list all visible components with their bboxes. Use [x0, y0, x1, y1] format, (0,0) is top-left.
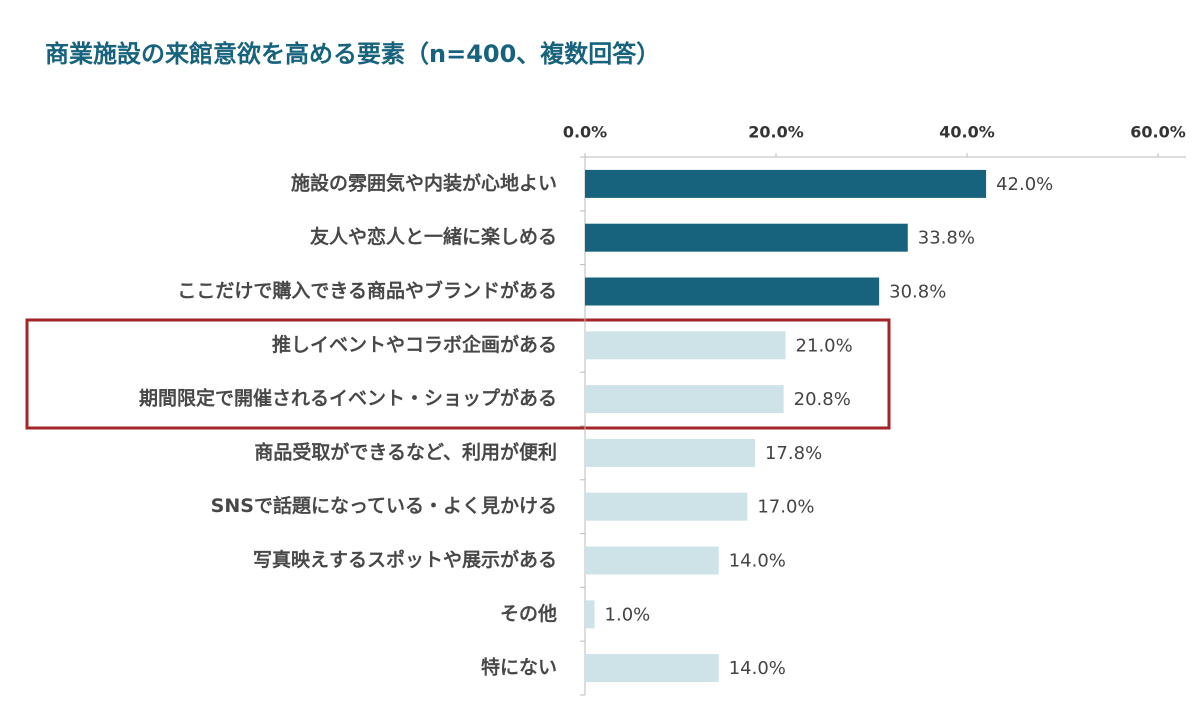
value-label: 1.0% — [605, 604, 651, 625]
y-tick-label: 写真映えするスポットや展示がある — [253, 548, 557, 571]
bar — [585, 654, 719, 683]
value-label: 33.8% — [918, 228, 975, 249]
value-label: 14.0% — [729, 658, 786, 679]
chart-title: 商業施設の来館意欲を高める要素（n=400、複数回答） — [45, 40, 660, 68]
value-label: 21.0% — [796, 335, 853, 356]
x-tick-label: 0.0% — [563, 123, 607, 142]
bar — [585, 492, 748, 521]
bar — [585, 331, 786, 360]
x-tick-label: 40.0% — [939, 123, 995, 142]
bar — [585, 169, 987, 198]
y-tick-label: 特にない — [481, 657, 557, 679]
x-tick-label: 60.0% — [1130, 123, 1186, 142]
y-tick-label: 商品受取ができるなど、利用が便利 — [254, 440, 557, 463]
value-label: 30.8% — [889, 282, 946, 303]
y-tick-label: その他 — [500, 602, 557, 625]
y-tick-label: 期間限定で開催されるイベント・ショップがある — [139, 387, 557, 410]
highlight-box — [25, 318, 891, 430]
value-label: 14.0% — [729, 551, 786, 572]
bar — [585, 546, 719, 575]
value-label: 42.0% — [996, 174, 1053, 195]
bar — [585, 385, 784, 414]
value-label: 17.8% — [765, 443, 822, 464]
y-tick-label: ここだけで購入できる商品やブランドがある — [177, 279, 557, 302]
y-tick-label: 推しイベントやコラボ企画がある — [272, 333, 557, 356]
bar — [585, 600, 595, 629]
y-tick-label: SNSで話題になっている・よく見かける — [211, 494, 557, 517]
x-tick-label: 20.0% — [748, 123, 804, 142]
bar — [585, 223, 908, 252]
bar — [585, 277, 880, 306]
value-label: 20.8% — [794, 389, 851, 410]
bar — [585, 438, 755, 467]
y-tick-label: 施設の雰囲気や内装が心地よい — [291, 171, 557, 194]
y-tick-label: 友人や恋人と一緒に楽しめる — [310, 225, 557, 248]
value-label: 17.0% — [757, 497, 814, 518]
